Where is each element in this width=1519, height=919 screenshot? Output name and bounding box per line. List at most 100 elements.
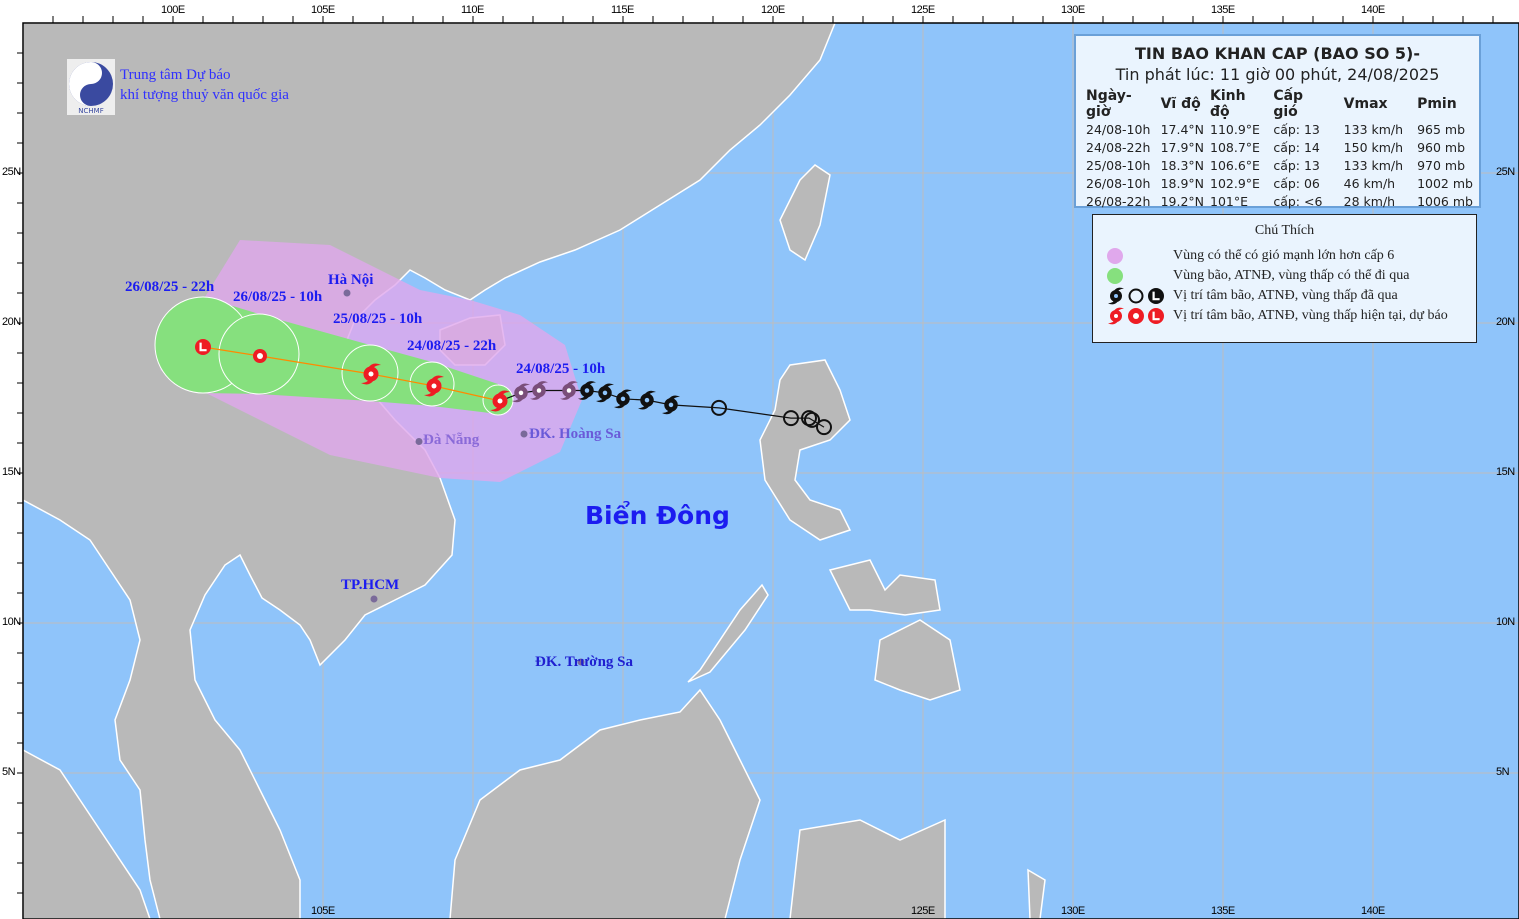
place-marker xyxy=(343,289,351,297)
depression-symbol-icon xyxy=(816,419,832,436)
tick-label: 5N xyxy=(2,766,16,778)
tick-label: 20N xyxy=(2,316,21,328)
col-header: Pmin xyxy=(1417,96,1457,112)
storm-symbol-icon xyxy=(1108,307,1124,325)
place-label-truong-sa: ĐK. Trường Sa xyxy=(535,654,634,670)
legend-title: Chú Thích xyxy=(1254,223,1315,238)
table-cell: 25/08-10h xyxy=(1086,157,1151,173)
tick-label: 105E xyxy=(311,4,335,16)
table-cell: 19.2°N xyxy=(1160,193,1204,209)
table-cell: 102.9°E xyxy=(1210,175,1260,191)
legend: Chú Thích Vùng có thể có gió mạnh lớn hơ… xyxy=(1092,214,1477,343)
place-label-danang: Đà Nẵng xyxy=(423,432,480,448)
place-marker xyxy=(415,438,423,445)
tick-label: 10N xyxy=(1496,616,1515,628)
current-symbols-icon xyxy=(1108,307,1164,325)
table-row: 24/08-10h 17.4°N 110.9°E cấp: 13 133 km/h 965… xyxy=(1086,120,1479,138)
place-label-hoang-sa: ĐK. Hoàng Sa xyxy=(529,426,622,442)
depression-symbol-icon xyxy=(711,399,727,416)
storm-symbol-icon xyxy=(578,381,596,400)
land-palawan xyxy=(687,583,769,683)
forecast-table: Ngày-giờ Vĩ độ Kinh độ Cấp gió Vmax Pmin… xyxy=(1086,88,1479,210)
sea-label: Biển Đông xyxy=(585,501,730,530)
bulletin-box: TIN BAO KHAN CAP (BAO SO 5)- Tin phát lú… xyxy=(1074,34,1481,210)
forecast-label: 25/08/25 - 10h xyxy=(333,311,423,327)
storm-symbol-icon xyxy=(662,395,680,415)
table-cell: cấp: 13 xyxy=(1273,157,1320,173)
table-cell: 970 mb xyxy=(1417,157,1466,173)
land-halmahera xyxy=(1027,868,1046,919)
tick-label: 125E xyxy=(911,905,935,917)
logo-line1: Trung tâm Dự báo xyxy=(120,67,231,83)
table-cell: 1006 mb xyxy=(1417,193,1473,209)
col-header: Kinh độ xyxy=(1210,88,1246,120)
land-luzon xyxy=(759,359,852,541)
tick-label: 110E xyxy=(461,4,484,16)
legend-text: Vùng bão, ATNĐ, vùng thấp có thể đi qua xyxy=(1173,268,1410,283)
nchmf-logo: NCHMF xyxy=(67,59,115,115)
table-cell: 960 mb xyxy=(1417,139,1466,155)
table-cell: 18.9°N xyxy=(1160,175,1204,191)
storm-symbol-icon xyxy=(361,363,381,385)
table-cell: cấp: 14 xyxy=(1273,139,1320,155)
legend-item-current: Vị trí tâm bão, ATNĐ, vùng thấp hiện tại… xyxy=(1093,306,1448,326)
tick-label: 140E xyxy=(1361,905,1385,917)
legend-item-wind-zone: Vùng có thể có gió mạnh lớn hơn cấp 6 xyxy=(1093,246,1394,266)
table-row: 26/08-22h 19.2°N 101°E cấp: <6 28 km/h 1006 m… xyxy=(1086,192,1479,210)
low-symbol-icon xyxy=(1148,288,1164,304)
storm-symbol-icon xyxy=(560,381,578,400)
land-sumatra xyxy=(22,748,151,919)
legend-item-storm-zone: Vùng bão, ATNĐ, vùng thấp có thể đi qua xyxy=(1093,266,1409,286)
pink-circle-icon xyxy=(1107,248,1123,264)
land-borneo xyxy=(449,688,761,919)
table-cell: cấp: 13 xyxy=(1273,121,1320,137)
past-symbols-icon xyxy=(1108,287,1164,305)
storm-symbol-icon xyxy=(638,390,656,410)
col-header: Vmax xyxy=(1343,96,1388,112)
depression-symbol-icon xyxy=(801,410,817,427)
tick-label: 135E xyxy=(1211,4,1235,16)
tick-label: 140E xyxy=(1361,4,1385,16)
table-row: 26/08-10h 18.9°N 102.9°E cấp: 06 46 km/h 1002… xyxy=(1086,174,1479,192)
table-cell: 106.6°E xyxy=(1210,157,1260,173)
tick-label: 100E xyxy=(161,4,185,16)
tick-label: 135E xyxy=(1211,905,1235,917)
table-cell: 133 km/h xyxy=(1343,157,1404,173)
tick-label: 105E xyxy=(311,905,335,917)
table-cell: 133 km/h xyxy=(1343,121,1404,137)
depression-symbol-icon xyxy=(1128,288,1144,304)
legend-text: Vị trí tâm bão, ATNĐ, vùng thấp hiện tại… xyxy=(1173,308,1448,323)
tick-label: 115E xyxy=(611,4,634,16)
land-sulawesi xyxy=(789,818,946,919)
tick-label: 125E xyxy=(911,4,935,16)
tick-label: 10N xyxy=(2,616,21,628)
legend-text: Vùng có thể có gió mạnh lớn hơn cấp 6 xyxy=(1173,248,1395,263)
low-symbol-icon xyxy=(195,339,211,355)
green-circle-icon xyxy=(1107,268,1123,284)
table-row: 24/08-22h 17.9°N 108.7°E cấp: 14 150 km/h 960… xyxy=(1086,138,1479,156)
place-marker xyxy=(370,595,378,603)
storm-symbol-icon xyxy=(530,381,548,400)
land-visayas xyxy=(828,559,941,616)
col-header: Cấp gió xyxy=(1273,88,1304,120)
storm-symbol-icon xyxy=(596,383,614,403)
table-cell: 108.7°E xyxy=(1210,139,1260,155)
place-label-hanoi: Hà Nội xyxy=(328,272,374,288)
forecast-label: 24/08/25 - 10h xyxy=(516,361,606,377)
storm-symbol-icon xyxy=(512,383,530,403)
table-cell: 17.9°N xyxy=(1160,139,1204,155)
table-header: Ngày-giờ Vĩ độ Kinh độ Cấp gió Vmax Pmin xyxy=(1086,88,1479,120)
tick-label: 15N xyxy=(2,466,21,478)
table-cell: 150 km/h xyxy=(1343,139,1404,155)
legend-item-past: Vị trí tâm bão, ATNĐ, vùng thấp đã qua xyxy=(1093,286,1398,306)
land-taiwan xyxy=(779,164,831,262)
table-cell: 1002 mb xyxy=(1417,175,1473,191)
place-label-hcm: TP.HCM xyxy=(341,577,400,593)
col-header: Ngày-giờ xyxy=(1086,88,1132,120)
legend-text: Vị trí tâm bão, ATNĐ, vùng thấp đã qua xyxy=(1173,288,1398,303)
table-cell: 26/08-22h xyxy=(1086,193,1151,209)
tick-label: 130E xyxy=(1061,4,1085,16)
col-header: Vĩ độ xyxy=(1160,96,1201,112)
tick-label: 15N xyxy=(1496,466,1515,478)
